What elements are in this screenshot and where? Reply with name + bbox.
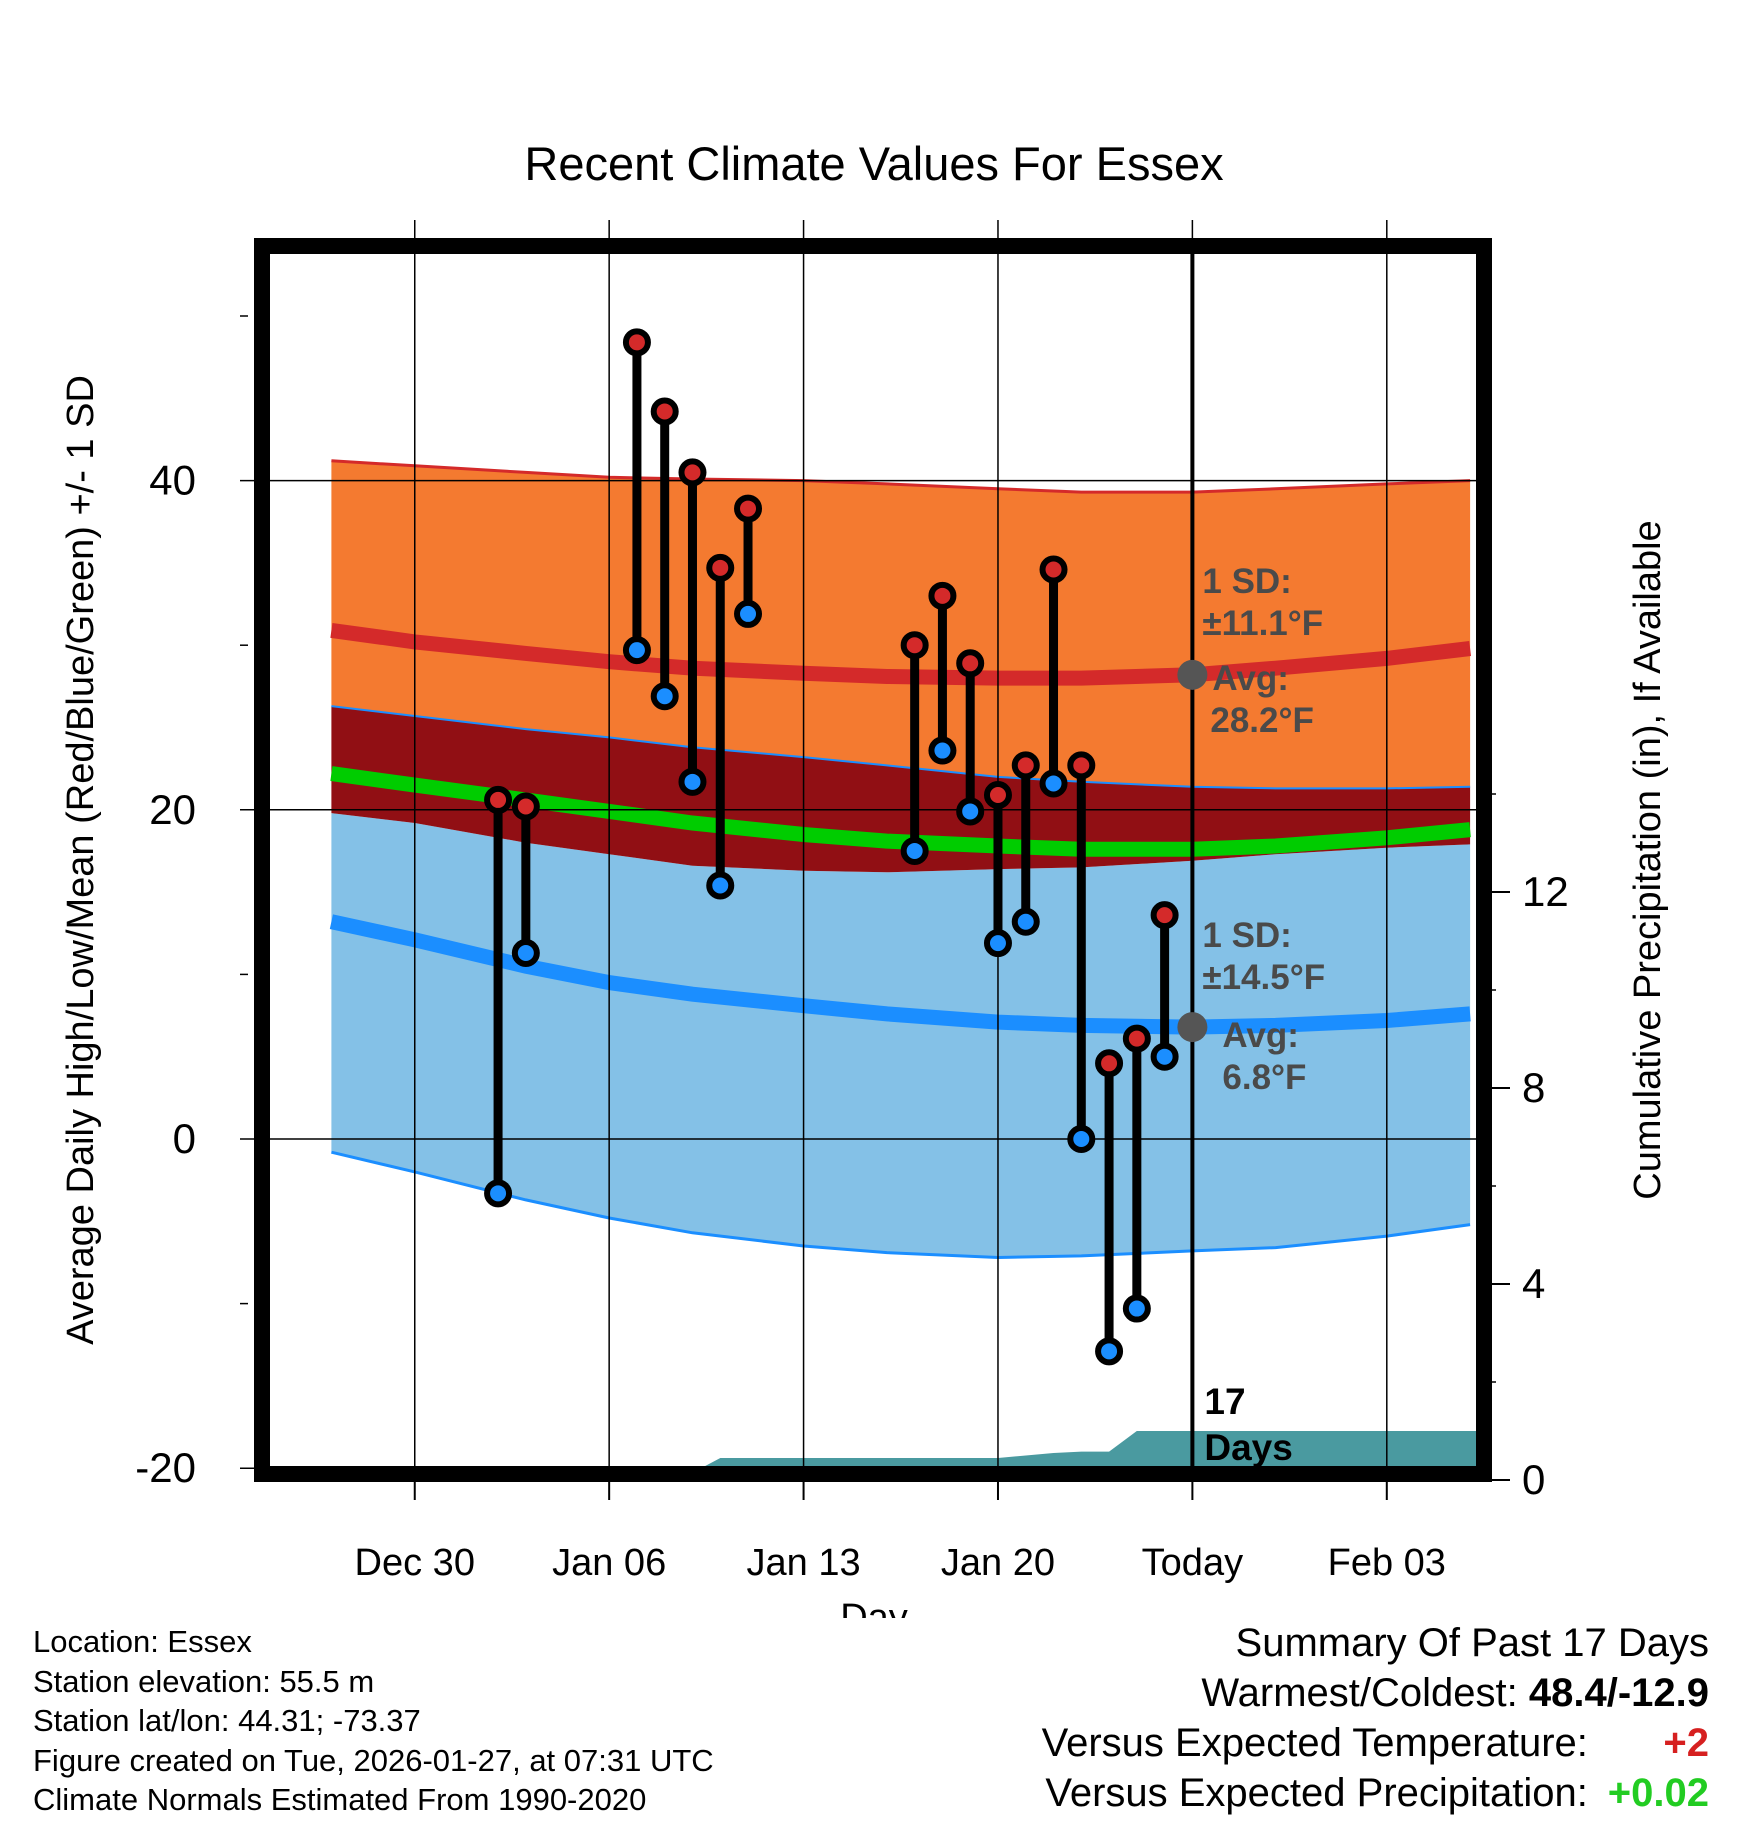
daily-low-point xyxy=(1067,1125,1096,1153)
low-lower-edge xyxy=(331,1150,1471,1260)
x-tick-label: Dec 30 xyxy=(355,1542,475,1584)
daily-low-point xyxy=(983,929,1012,958)
daily-low-point xyxy=(1150,1042,1179,1071)
daily-low-point xyxy=(678,767,707,796)
daily-low-point xyxy=(900,836,929,865)
high-sd-value: ±11.1°F xyxy=(1202,604,1323,643)
daily-high-point xyxy=(928,581,957,610)
y-tick-label: 20 xyxy=(149,786,196,833)
low-sd-label: 1 SD: xyxy=(1202,916,1291,955)
daily-low-point xyxy=(956,797,985,826)
daily-high-point xyxy=(1067,751,1096,780)
low-sd-band xyxy=(331,813,1471,1258)
elevation-text: Station elevation: 55.5 m xyxy=(33,1663,375,1699)
y2-tick-label: 0 xyxy=(1522,1456,1545,1503)
summary-panel: Summary Of Past 17 Days Warmest/Coldest:… xyxy=(1042,1618,1709,1818)
daily-high-point xyxy=(622,328,651,357)
daily-low-point xyxy=(511,939,540,968)
y-tick-label: 40 xyxy=(149,457,196,504)
summary-warmest-row: Warmest/Coldest: 48.4/-12.9 xyxy=(1042,1668,1709,1718)
daily-low-point xyxy=(1011,907,1040,936)
high-lower-edge xyxy=(331,705,1471,790)
low-avg-value: 6.8°F xyxy=(1222,1058,1306,1097)
daily-low-point xyxy=(1095,1337,1124,1366)
low-sd-value: ±14.5°F xyxy=(1202,958,1325,997)
days-text-label: Days xyxy=(1204,1427,1292,1468)
precip-value: +0.02 xyxy=(1607,1771,1709,1815)
high-sd-band xyxy=(331,460,1471,789)
daily-low-point xyxy=(928,736,957,765)
temp-value: +2 xyxy=(1663,1721,1709,1765)
warmest-value: 48.4/-12.9 xyxy=(1528,1671,1709,1715)
x-tick-label: Feb 03 xyxy=(1328,1542,1446,1584)
daily-high-point xyxy=(983,780,1012,809)
y2-tick-label: 4 xyxy=(1522,1260,1545,1307)
normals-text: Climate Normals Estimated From 1990-2020 xyxy=(33,1782,647,1817)
location-text: Location: Essex xyxy=(33,1624,252,1659)
summary-title: Summary Of Past 17 Days xyxy=(1235,1621,1709,1665)
daily-high-point xyxy=(511,792,540,821)
high-sd-label: 1 SD: xyxy=(1202,562,1291,601)
chart-title: Recent Climate Values For Essex xyxy=(524,137,1223,190)
daily-high-point xyxy=(1122,1024,1151,1053)
y-tick-label: -20 xyxy=(135,1444,196,1491)
climate-chart: Recent Climate Values For Essex Average … xyxy=(60,137,1669,1618)
high-avg-value: 28.2°F xyxy=(1210,701,1314,740)
y-axis-label: Average Daily High/Low/Mean (Red/Blue/Gr… xyxy=(60,375,102,1345)
plot-frame xyxy=(254,238,1492,1482)
daily-low-point xyxy=(706,871,735,900)
daily-low-point xyxy=(734,599,763,628)
overlap-band xyxy=(331,706,1471,873)
y2-tick-label: 12 xyxy=(1522,868,1569,915)
daily-high-point xyxy=(956,649,985,678)
y2-axis-label: Cumulative Precipitation (in), If Availa… xyxy=(1627,520,1669,1199)
daily-low-point xyxy=(1122,1294,1151,1323)
x-tick-label: Jan 20 xyxy=(941,1542,1055,1584)
high-avg-marker xyxy=(1177,659,1208,690)
daily-high-point xyxy=(900,631,929,660)
x-axis-label: Day xyxy=(840,1597,908,1618)
created-text: Figure created on Tue, 2026-01-27, at 07… xyxy=(33,1742,714,1778)
y-tick-label: 0 xyxy=(173,1115,196,1162)
precip-area xyxy=(690,1431,1484,1474)
y2-tick-label: 8 xyxy=(1522,1064,1545,1111)
days-count-label: 17 xyxy=(1204,1381,1245,1422)
daily-high-point xyxy=(734,494,763,523)
daily-high-point xyxy=(484,785,513,814)
daily-high-point xyxy=(1150,901,1179,930)
low-avg-marker xyxy=(1177,1012,1208,1043)
plot-area xyxy=(329,459,1484,1474)
low-avg-label: Avg: xyxy=(1222,1016,1298,1055)
precip-label: Versus Expected Precipitation: xyxy=(1045,1771,1588,1815)
latlon-text: Station lat/lon: 44.31; -73.37 xyxy=(33,1703,421,1738)
daily-high-point xyxy=(706,553,735,582)
x-tick-label: Today xyxy=(1142,1542,1243,1584)
station-info: Location: Essex Station elevation: 55.5 … xyxy=(33,1622,714,1820)
daily-high-point xyxy=(1039,555,1068,584)
warmest-label: Warmest/Coldest: xyxy=(1201,1671,1518,1715)
summary-temp-row: Versus Expected Temperature: +2 xyxy=(1042,1718,1709,1768)
daily-low-point xyxy=(484,1179,513,1208)
x-tick-label: Jan 06 xyxy=(552,1542,666,1584)
temp-label: Versus Expected Temperature: xyxy=(1041,1721,1588,1765)
high-upper-edge xyxy=(331,459,1471,494)
daily-low-point xyxy=(622,636,651,665)
daily-high-point xyxy=(650,397,679,426)
daily-high-point xyxy=(1095,1049,1124,1078)
x-tick-label: Jan 13 xyxy=(747,1542,861,1584)
daily-high-point xyxy=(1011,751,1040,780)
daily-low-point xyxy=(650,682,679,711)
high-avg-label: Avg: xyxy=(1212,659,1288,698)
daily-high-point xyxy=(678,458,707,487)
normal-high-line xyxy=(330,622,1471,686)
daily-low-point xyxy=(1039,769,1068,798)
summary-precip-row: Versus Expected Precipitation: +0.02 xyxy=(1042,1768,1709,1818)
